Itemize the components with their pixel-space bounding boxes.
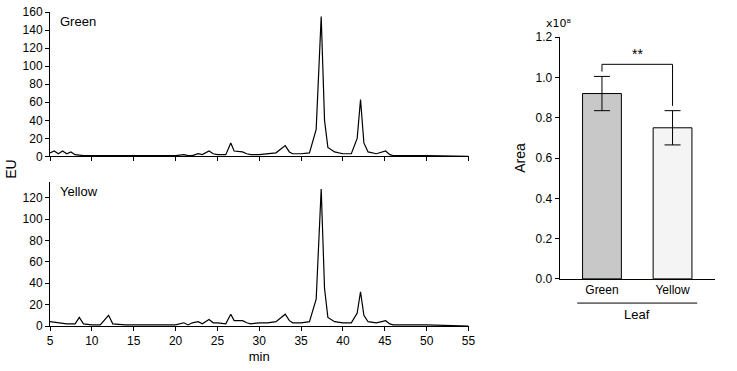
svg-text:0.8: 0.8: [536, 111, 553, 125]
svg-text:120: 120: [23, 191, 43, 205]
svg-text:140: 140: [23, 23, 43, 37]
svg-text:5: 5: [47, 334, 54, 348]
svg-text:0.6: 0.6: [536, 151, 553, 165]
svg-text:100: 100: [23, 59, 43, 73]
svg-text:15: 15: [127, 334, 141, 348]
svg-text:25: 25: [211, 334, 225, 348]
svg-text:100: 100: [23, 212, 43, 226]
svg-text:40: 40: [29, 114, 43, 128]
svg-text:60: 60: [29, 255, 43, 269]
svg-text:min: min: [249, 349, 270, 364]
svg-text:50: 50: [420, 334, 434, 348]
svg-text:30: 30: [253, 334, 267, 348]
svg-text:20: 20: [29, 298, 43, 312]
svg-text:x10⁸: x10⁸: [546, 17, 572, 30]
svg-text:45: 45: [378, 334, 392, 348]
svg-text:55: 55: [462, 334, 476, 348]
svg-text:120: 120: [23, 41, 43, 55]
svg-text:60: 60: [29, 95, 43, 109]
svg-text:Green: Green: [585, 283, 618, 297]
svg-text:20: 20: [29, 132, 43, 146]
svg-text:Area: Area: [512, 143, 528, 173]
svg-text:80: 80: [29, 77, 43, 91]
svg-text:20: 20: [169, 334, 183, 348]
svg-text:Yellow: Yellow: [655, 283, 690, 297]
svg-text:40: 40: [336, 334, 350, 348]
svg-text:0: 0: [36, 150, 43, 164]
svg-text:40: 40: [29, 276, 43, 290]
svg-text:10: 10: [85, 334, 99, 348]
svg-text:Green: Green: [60, 14, 96, 29]
svg-text:35: 35: [294, 334, 308, 348]
svg-text:0.4: 0.4: [536, 192, 553, 206]
svg-text:0.0: 0.0: [536, 272, 553, 286]
svg-text:EU: EU: [3, 159, 19, 178]
svg-text:1.0: 1.0: [536, 71, 553, 85]
svg-text:1.2: 1.2: [536, 30, 553, 44]
svg-text:0.2: 0.2: [536, 232, 553, 246]
svg-text:Leaf: Leaf: [624, 307, 650, 322]
svg-text:Yellow: Yellow: [60, 184, 98, 199]
svg-text:80: 80: [29, 234, 43, 248]
svg-text:0: 0: [36, 319, 43, 333]
svg-text:160: 160: [23, 5, 43, 19]
svg-text:**: **: [632, 46, 643, 62]
